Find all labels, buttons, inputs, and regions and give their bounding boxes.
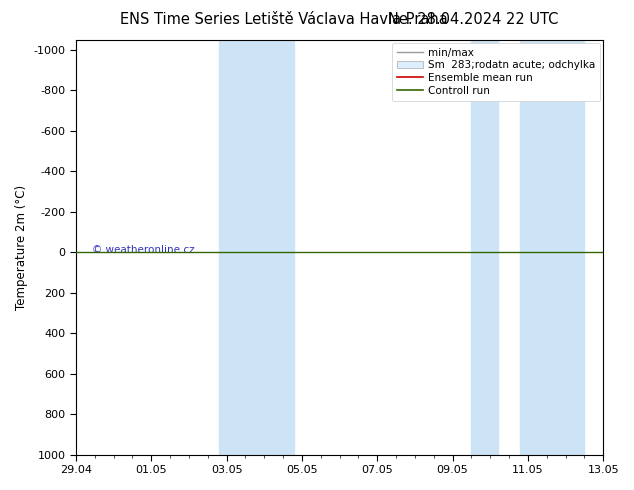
Text: Ne. 28.04.2024 22 UTC: Ne. 28.04.2024 22 UTC	[387, 12, 558, 27]
Bar	[472, 40, 498, 455]
Text: ENS Time Series Letiště Václava Havla Praha: ENS Time Series Letiště Václava Havla Pr…	[120, 12, 448, 27]
Legend: min/max, Sm  283;rodatn acute; odchylka, Ensemble mean run, Controll run: min/max, Sm 283;rodatn acute; odchylka, …	[392, 43, 600, 101]
Y-axis label: Temperature 2m (°C): Temperature 2m (°C)	[15, 184, 28, 310]
Bar	[521, 40, 585, 455]
Text: © weatheronline.cz: © weatheronline.cz	[92, 245, 195, 255]
Bar	[219, 40, 294, 455]
